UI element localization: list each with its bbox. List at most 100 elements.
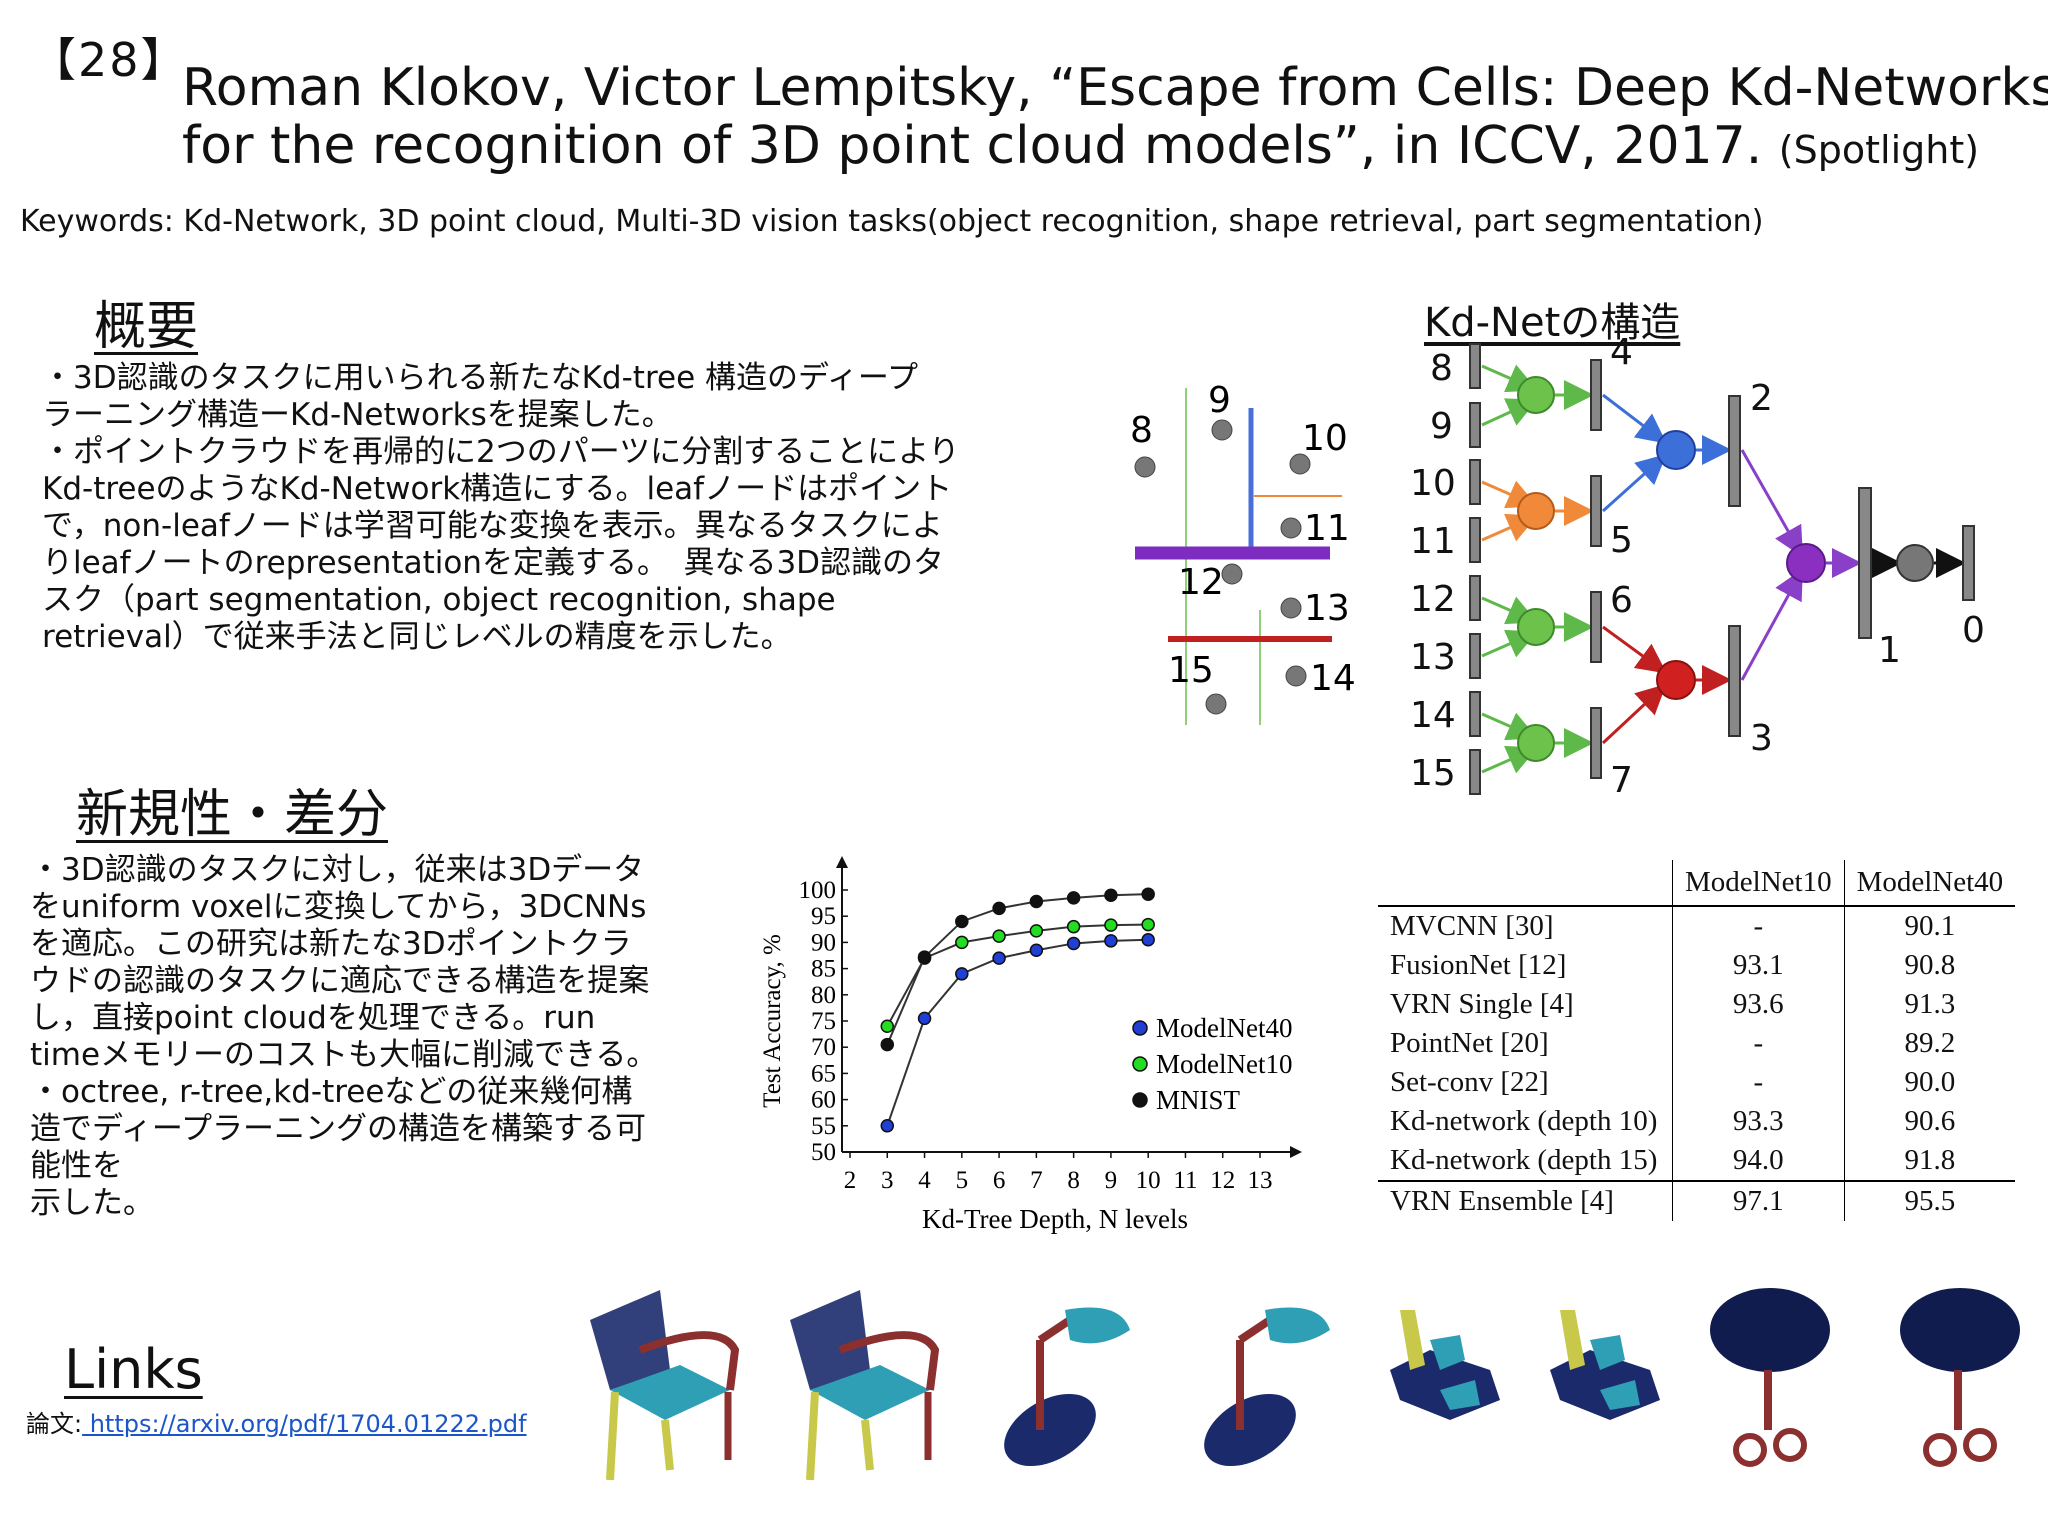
data-point-mnist <box>992 901 1006 916</box>
point-8 <box>1134 456 1156 478</box>
data-point-modelnet10 <box>992 929 1006 943</box>
x-axis-label: Kd-Tree Depth, N levels <box>922 1204 1188 1234</box>
y-tick-label: 50 <box>811 1139 836 1166</box>
series-line-modelnet40 <box>886 938 1149 1127</box>
point-11 <box>1280 517 1302 539</box>
spotlight-note: (Spotlight) <box>1778 128 1980 172</box>
table-cell: 95.5 <box>1904 1185 1956 1217</box>
y-tick-label: 80 <box>811 982 836 1009</box>
leaf-label: 8 <box>1430 348 1453 389</box>
leaf-label: 14 <box>1410 695 1456 736</box>
table-header: ModelNet10 <box>1672 860 1845 907</box>
table-header: ModelNet40 <box>1844 860 2016 907</box>
leaf-bar <box>1469 633 1481 679</box>
node-label: 5 <box>1610 520 1633 561</box>
data-point-mnist <box>1104 888 1118 902</box>
leaf-bar <box>1469 575 1481 621</box>
x-tick-label: 6 <box>993 1167 1006 1194</box>
y-tick-label: 70 <box>811 1034 836 1061</box>
table-cell: MVCNN [30] <box>1378 906 1673 946</box>
leaf-bar <box>1469 459 1481 505</box>
paper-link-row: 論文: https://arxiv.org/pdf/1704.01222.pdf <box>26 1404 527 1439</box>
kd-partition-diagram: 8 9 10 11 12 13 14 15 <box>1130 380 1356 725</box>
point-label: 15 <box>1168 650 1214 691</box>
y-tick-label: 95 <box>811 903 836 930</box>
paper-title-text: for the recognition of 3D point cloud mo… <box>182 116 1763 176</box>
point-label: 12 <box>1178 562 1224 603</box>
leaf-bars <box>1469 343 1481 795</box>
table-cell: FusionNet [12] <box>1378 946 1673 985</box>
legend-label: ModelNet40 <box>1156 1013 1292 1043</box>
feature-bar <box>1728 395 1741 507</box>
point-label: 9 <box>1208 380 1231 421</box>
paper-link-label: 論文: <box>26 1410 83 1438</box>
point-13 <box>1280 597 1302 619</box>
data-point-modelnet10 <box>880 1019 895 1033</box>
point-label: 11 <box>1304 508 1350 549</box>
legend-label: MNIST <box>1156 1085 1241 1115</box>
x-axis-arrow <box>1290 1146 1302 1158</box>
table-row: VRN Single [4] 93.6 91.3 <box>1378 985 2015 1024</box>
point-9 <box>1211 419 1233 441</box>
point-10 <box>1289 453 1311 475</box>
data-point-modelnet40 <box>1141 933 1155 947</box>
leaf-label: 11 <box>1410 521 1456 562</box>
table-cell: 90.1 <box>1904 910 1956 942</box>
chair-icon <box>790 1290 940 1481</box>
slide-number-badge: 【28】 <box>30 33 189 87</box>
airplane-icon <box>1390 1310 1500 1420</box>
point-label: 10 <box>1302 418 1348 459</box>
data-point-mnist <box>1066 891 1081 905</box>
data-point-modelnet10 <box>955 935 969 950</box>
x-tick-label: 8 <box>1067 1167 1080 1194</box>
lamp-icon <box>1204 1307 1330 1467</box>
leaf-bar <box>1469 691 1481 737</box>
data-point-modelnet10 <box>1141 917 1155 932</box>
data-point-modelnet10 <box>1104 918 1118 932</box>
point-14 <box>1285 665 1307 687</box>
table-cell: 90.0 <box>1904 1066 1956 1098</box>
table-cell: 93.6 <box>1672 985 1845 1024</box>
node-label: 1 <box>1878 630 1901 671</box>
node-label: 2 <box>1750 378 1773 419</box>
node-circle-red <box>1656 660 1696 700</box>
feature-bar <box>1590 475 1602 547</box>
links-heading: Links <box>64 1338 203 1401</box>
table-cell: VRN Single [4] <box>1378 985 1673 1024</box>
kdnet-tree-diagram: 8 9 10 11 12 13 14 15 4 5 6 7 <box>1410 332 1985 800</box>
table-row: VRN Ensemble [4] 97.1 95.5 <box>1378 1181 2015 1221</box>
table-cell: 89.2 <box>1904 1027 1956 1059</box>
table-cell: 91.3 <box>1904 988 1956 1020</box>
airplane-icon <box>1550 1310 1660 1420</box>
table-cell: 90.6 <box>1904 1105 1956 1137</box>
node-label: 4 <box>1610 332 1633 373</box>
data-point-mnist <box>917 950 932 964</box>
table-cell: Kd-network (depth 15) <box>1378 1141 1673 1182</box>
point-label: 14 <box>1310 658 1356 699</box>
y-tick-label: 100 <box>799 877 837 904</box>
novelty-text: ・3D認識のタスクに対し，従来は3Dデータ をuniform voxelに変換し… <box>30 852 658 1221</box>
leaf-label: 12 <box>1410 579 1456 620</box>
table-cell: Kd-network (depth 10) <box>1378 1102 1673 1141</box>
feature-bar <box>1728 625 1741 737</box>
table-icon <box>1900 1288 2020 1467</box>
y-axis-label: Test Accuracy, % <box>760 934 786 1108</box>
leaf-label: 10 <box>1410 463 1456 504</box>
feature-bar <box>1590 591 1602 663</box>
paper-link[interactable]: https://arxiv.org/pdf/1704.01222.pdf <box>82 1410 527 1438</box>
data-point-modelnet10 <box>1066 919 1081 934</box>
kdnet-heading: Kd-Netの構造 <box>1424 300 1681 346</box>
table-icon <box>1710 1288 1830 1467</box>
data-point-mnist <box>955 914 969 929</box>
x-tick-label: 12 <box>1210 1167 1235 1194</box>
data-point-modelnet10 <box>1029 924 1044 938</box>
table-row: Kd-network (depth 10) 93.3 90.6 <box>1378 1102 2015 1141</box>
data-point-mnist <box>880 1037 895 1052</box>
node-label: 7 <box>1610 760 1633 800</box>
x-tick-label: 5 <box>956 1167 969 1194</box>
output-bar <box>1962 525 1975 601</box>
table-row: Kd-network (depth 15) 94.0 91.8 <box>1378 1141 2016 1182</box>
data-point-modelnet40 <box>917 1011 932 1026</box>
x-tick-label: 11 <box>1173 1167 1197 1194</box>
data-point-modelnet40 <box>880 1119 895 1133</box>
